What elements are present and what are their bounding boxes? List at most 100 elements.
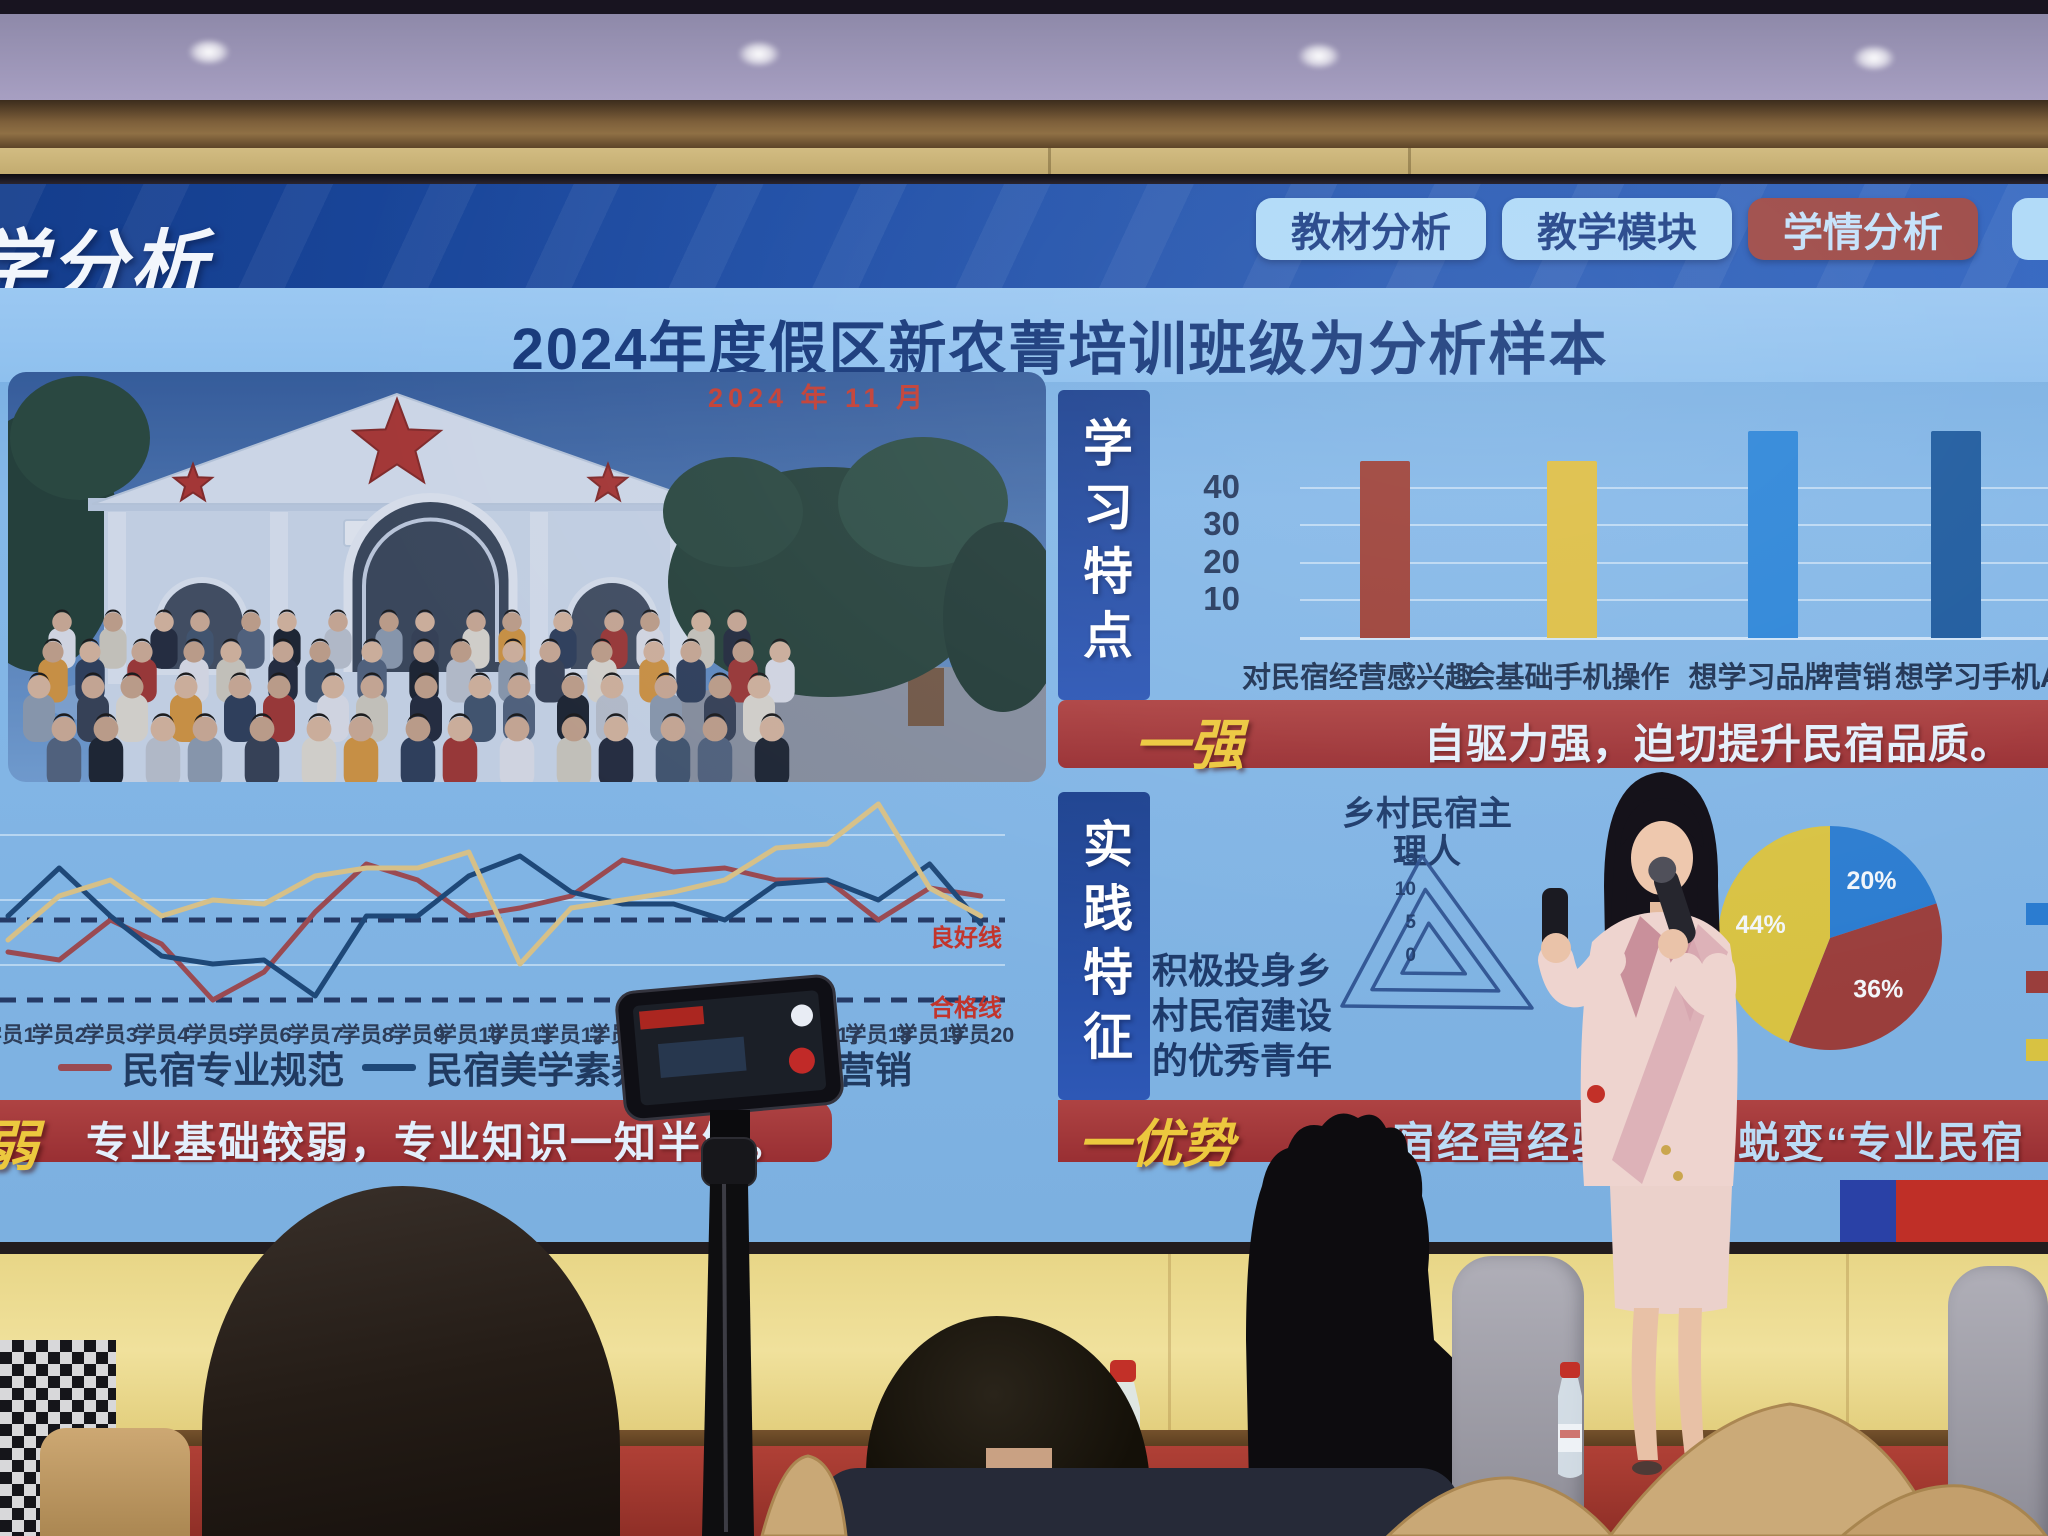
phone-camera	[615, 974, 844, 1122]
group-photo-illustration	[8, 372, 1046, 782]
legend-swatch	[58, 1064, 112, 1071]
crowd-person-body	[301, 736, 337, 782]
radar-axis-label-left: 的优秀青年	[1152, 1040, 1333, 1081]
crowd-person-hair	[760, 713, 784, 725]
crowd-person-body	[88, 736, 124, 782]
crowd-person-head	[561, 675, 585, 699]
radar-tick-label: 15	[1395, 846, 1417, 867]
crowd-person-head	[272, 641, 294, 663]
radar-axis-label-left: 积极投身乡	[1152, 950, 1333, 991]
gridline	[1300, 524, 2048, 527]
x-axis-label: 学员19	[896, 1022, 963, 1047]
crowd-person-hair	[661, 713, 685, 725]
crowd-person-hair	[601, 672, 623, 683]
series-民宿美学素养	[5, 853, 984, 999]
crowd-person-hair	[709, 672, 731, 683]
summary-band-advantage: 一优势 宿经营经验 蜕变“专业民宿	[1058, 1100, 2048, 1174]
pie-legend-swatch	[2026, 971, 2048, 993]
flash-icon	[790, 1004, 813, 1027]
record-button	[788, 1047, 815, 1074]
y-axis-tick: 40	[1203, 467, 1240, 505]
crowd-person-hair	[361, 638, 383, 649]
bar	[1360, 461, 1410, 638]
ribbon-learning: 学习特点	[1058, 390, 1150, 700]
crowd-person-head	[413, 641, 435, 663]
radar-axis-label-top: 乡村民宿主	[1342, 795, 1512, 833]
crowd-person-hair	[502, 638, 524, 649]
crowd-person-head	[747, 675, 771, 699]
x-axis-label: 学员6	[237, 1022, 292, 1047]
group-photo-panel: 2024 年 11 月	[8, 372, 1046, 782]
nav-tab-partial[interactable]	[2012, 198, 2048, 260]
bottle-cap	[1110, 1360, 1136, 1382]
ribbon-practice: 实践特征	[1058, 792, 1150, 1100]
crowd-person-body	[442, 736, 478, 782]
crowd-person-hair	[307, 713, 331, 725]
crowd-person-hair	[183, 638, 205, 649]
crowd-person-head	[553, 612, 573, 632]
presenter-arm	[1538, 942, 1626, 1008]
wall-seam	[1846, 1254, 1849, 1430]
line-chart-legend: 民宿专业规范 民宿美学素养 营销	[0, 1040, 1048, 1096]
crowd-person-head	[241, 612, 261, 632]
gridline	[1300, 486, 2048, 489]
photo-tint	[8, 372, 1046, 782]
crowd-person-head	[769, 641, 791, 663]
ceiling-light	[730, 36, 788, 72]
radar-tick-label: 0	[1405, 945, 1416, 966]
crowd-person-body	[697, 736, 733, 782]
band-text: 自驱力强，迫切提升民宿品质。	[1424, 721, 2012, 767]
crowd-person-head	[321, 675, 345, 699]
tripod-pole	[702, 1184, 754, 1536]
crowd-person-hair	[277, 609, 297, 619]
crowd-person-body	[324, 627, 352, 669]
chair-top-corner	[40, 1428, 190, 1536]
tree-left	[10, 376, 150, 500]
crowd-person-head	[727, 612, 747, 632]
bar-chart: 10 20 30 40 对民宿经营感兴趣 会基础手机操作 想学习品牌营销 想学习手机A	[1150, 414, 2048, 704]
crowd-person-hair	[379, 609, 399, 619]
crowd-person-hair	[121, 672, 143, 683]
crowd-person-body	[343, 736, 379, 782]
radar-grid-ring	[1370, 887, 1501, 993]
presenter-hand	[1541, 933, 1571, 963]
crowd-person-head	[360, 675, 384, 699]
x-axis-label: 学员8	[339, 1022, 394, 1047]
crowd-person-head	[691, 612, 711, 632]
pie-legend-swatch	[2026, 1039, 2048, 1061]
x-axis-label: 学员2	[32, 1022, 87, 1047]
crowd-person-hair	[505, 713, 529, 725]
band-tag: 弱	[0, 1102, 38, 1181]
crowd-person-head	[379, 612, 399, 632]
crowd-person-head	[131, 641, 153, 663]
crowd-person-head	[52, 612, 72, 632]
nav-tab-学情分析[interactable]: 学情分析	[1748, 198, 1978, 260]
crowd-person-body	[187, 736, 223, 782]
crowd-person-head	[174, 675, 198, 699]
crowd-person-hair	[52, 609, 72, 619]
nav-tab-教材分析[interactable]: 教材分析	[1256, 198, 1486, 260]
legend-label: 营销	[838, 1050, 912, 1091]
crowd-person-hair	[154, 609, 174, 619]
crowd-person-head	[309, 641, 331, 663]
crowd-person-head	[502, 641, 524, 663]
bar-category-label: 会基础手机操作	[1466, 662, 1670, 694]
presenter-lapel	[1618, 916, 1662, 1018]
red-star	[350, 396, 444, 485]
crowd-person-hair	[680, 638, 702, 649]
y-axis-tick: 20	[1203, 542, 1240, 580]
nav-tab-教学模块[interactable]: 教学模块	[1502, 198, 1732, 260]
crowd-person-head	[190, 612, 210, 632]
crowd-person-head	[640, 612, 660, 632]
crowd-person-head	[539, 641, 561, 663]
crowd-person-hair	[322, 672, 344, 683]
presenter-hand	[1658, 929, 1688, 959]
microphone	[1648, 856, 1696, 945]
crowd-person-hair	[691, 609, 711, 619]
crowd-person-hair	[272, 638, 294, 649]
tree-right	[943, 522, 1046, 712]
pie-slice	[1788, 903, 1942, 1050]
crowd-person-hair	[94, 713, 118, 725]
radar-tick-label: 5	[1405, 912, 1416, 933]
crowd-person-hair	[591, 638, 613, 649]
